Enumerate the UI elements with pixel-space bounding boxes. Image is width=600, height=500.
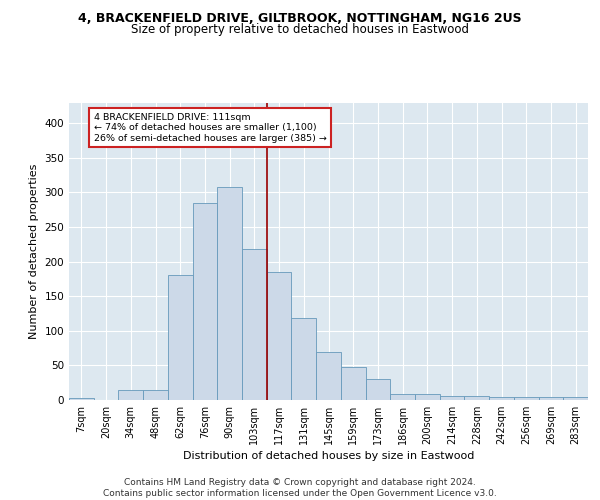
Bar	[118, 390, 143, 400]
Bar	[514, 397, 539, 400]
Text: 4 BRACKENFIELD DRIVE: 111sqm
← 74% of detached houses are smaller (1,100)
26% of: 4 BRACKENFIELD DRIVE: 111sqm ← 74% of de…	[94, 113, 326, 142]
Bar	[267, 272, 292, 400]
Bar	[217, 187, 242, 400]
Y-axis label: Number of detached properties: Number of detached properties	[29, 164, 39, 339]
Bar	[69, 398, 94, 400]
Bar	[316, 352, 341, 400]
Bar	[341, 368, 365, 400]
Bar	[365, 378, 390, 400]
Bar	[193, 203, 217, 400]
Text: Size of property relative to detached houses in Eastwood: Size of property relative to detached ho…	[131, 22, 469, 36]
Bar	[390, 394, 415, 400]
Bar	[464, 396, 489, 400]
Bar	[143, 390, 168, 400]
Bar	[440, 396, 464, 400]
Bar	[242, 249, 267, 400]
Text: 4, BRACKENFIELD DRIVE, GILTBROOK, NOTTINGHAM, NG16 2US: 4, BRACKENFIELD DRIVE, GILTBROOK, NOTTIN…	[78, 12, 522, 26]
Bar	[489, 397, 514, 400]
Bar	[292, 318, 316, 400]
Bar	[563, 397, 588, 400]
Bar	[168, 276, 193, 400]
Text: Contains HM Land Registry data © Crown copyright and database right 2024.
Contai: Contains HM Land Registry data © Crown c…	[103, 478, 497, 498]
X-axis label: Distribution of detached houses by size in Eastwood: Distribution of detached houses by size …	[183, 451, 474, 461]
Bar	[539, 397, 563, 400]
Bar	[415, 394, 440, 400]
